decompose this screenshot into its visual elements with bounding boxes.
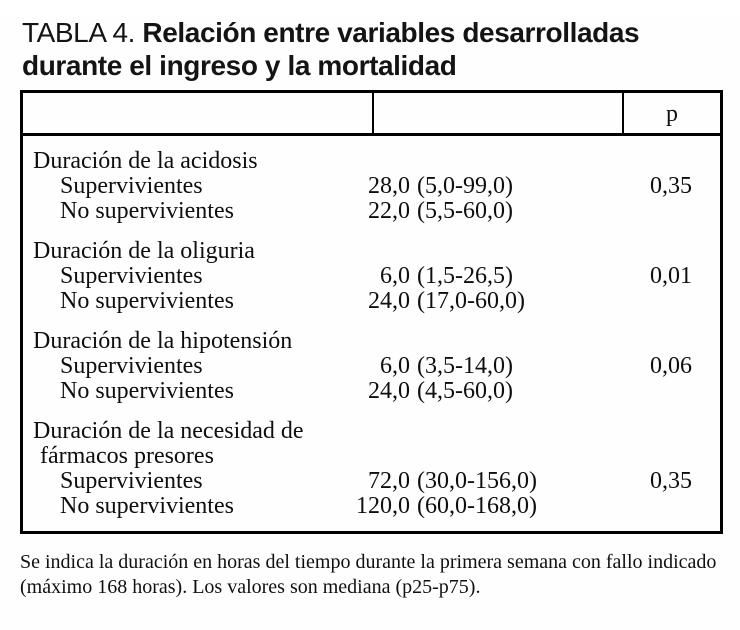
value-median: 6,0: [380, 353, 410, 379]
table-header-row: p: [23, 93, 720, 136]
value-range: (1,5-26,5): [417, 263, 513, 289]
header-cell-p: p: [622, 93, 720, 133]
group-label-line2: fármacos presores: [40, 443, 214, 469]
p-value: 0,35: [650, 468, 692, 494]
p-value: [622, 494, 720, 519]
value-range: (3,5-14,0): [417, 353, 513, 379]
row-label: Supervivientes: [60, 263, 203, 289]
p-value: 0,35: [650, 173, 692, 199]
value-range: (30,0-156,0): [417, 468, 537, 494]
value-range: (60,0-168,0): [417, 493, 537, 519]
group-label: Duración de la oliguria: [33, 238, 255, 264]
header-cell-value: [372, 93, 622, 133]
value-median: 28,0: [368, 173, 410, 199]
table-footnote: Se indica la duración en horas del tiemp…: [20, 550, 740, 600]
group-acidosis: Duración de la acidosis Supervivientes 2…: [23, 149, 720, 224]
group-label: Duración de la hipotensión: [33, 328, 293, 354]
table-title-line2: durante el ingreso y la mortalidad: [22, 50, 457, 81]
table-body: Duración de la acidosis Supervivientes 2…: [23, 136, 720, 531]
value-range: (5,5-60,0): [417, 198, 513, 224]
p-value: 0,01: [650, 263, 692, 289]
value-median: 22,0: [368, 198, 410, 224]
table-row: Supervivientes 28,0 (5,0-99,0) 0,35: [23, 174, 720, 199]
value-median: 24,0: [368, 288, 410, 314]
row-label: No supervivientes: [60, 198, 234, 224]
table-row: No supervivientes 120,0 (60,0-168,0): [23, 494, 720, 519]
row-label: Supervivientes: [60, 468, 203, 494]
table-row: No supervivientes 24,0 (4,5-60,0): [23, 379, 720, 404]
header-cell-variable: [23, 93, 372, 133]
table-row: No supervivientes 22,0 (5,5-60,0): [23, 199, 720, 224]
p-value: [622, 289, 720, 314]
value-median: 6,0: [380, 263, 410, 289]
row-label: No supervivientes: [60, 288, 234, 314]
p-value: [622, 379, 720, 404]
group-farmacos-presores: Duración de la necesidad de fármacos pre…: [23, 419, 720, 519]
data-table: p Duración de la acidosis Supervivientes…: [20, 90, 723, 534]
value-range: (4,5-60,0): [417, 378, 513, 404]
footnote-line2: (máximo 168 horas). Los valores son medi…: [20, 576, 481, 598]
table-row: Supervivientes 6,0 (3,5-14,0) 0,06: [23, 354, 720, 379]
row-label: Supervivientes: [60, 173, 203, 199]
table-row: No supervivientes 24,0 (17,0-60,0): [23, 289, 720, 314]
p-value: [622, 199, 720, 224]
group-label: Duración de la necesidad de: [33, 418, 304, 444]
p-value: 0,06: [650, 353, 692, 379]
table-number-label: TABLA 4.: [22, 17, 136, 48]
table-row: Supervivientes 6,0 (1,5-26,5) 0,01: [23, 264, 720, 289]
table-row: Supervivientes 72,0 (30,0-156,0) 0,35: [23, 469, 720, 494]
row-label: Supervivientes: [60, 353, 203, 379]
row-label: No supervivientes: [60, 493, 234, 519]
row-label: No supervivientes: [60, 378, 234, 404]
scanned-paper-page: TABLA 4. Relación entre variables desarr…: [0, 16, 740, 630]
value-median: 120,0: [356, 493, 410, 519]
value-range: (17,0-60,0): [417, 288, 525, 314]
value-median: 24,0: [368, 378, 410, 404]
value-range: (5,0-99,0): [417, 173, 513, 199]
group-hipotension: Duración de la hipotensión Superviviente…: [23, 329, 720, 404]
footnote-line1: Se indica la duración en horas del tiemp…: [20, 551, 717, 573]
table-title: TABLA 4. Relación entre variables desarr…: [22, 16, 730, 82]
group-oliguria: Duración de la oliguria Supervivientes 6…: [23, 239, 720, 314]
table-title-line1: Relación entre variables desarrolladas: [142, 17, 640, 48]
group-label: Duración de la acidosis: [33, 148, 258, 174]
value-median: 72,0: [368, 468, 410, 494]
